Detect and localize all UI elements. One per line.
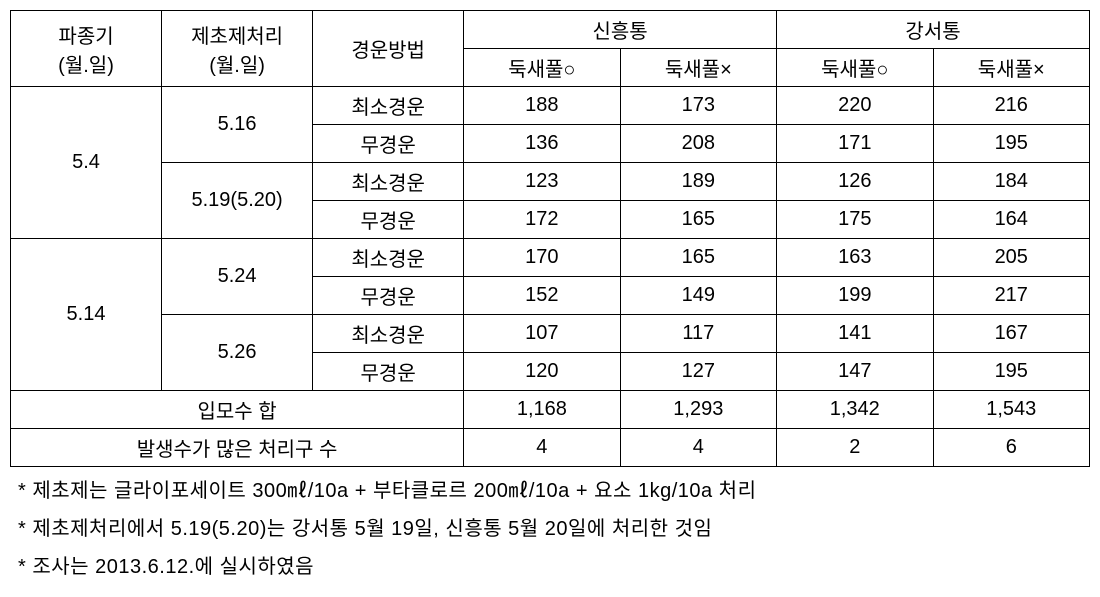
value-cell: 117: [620, 315, 776, 353]
value-cell: 127: [620, 353, 776, 391]
treatment-cell: 5.19(5.20): [162, 163, 313, 239]
value-cell: 165: [620, 239, 776, 277]
value-cell: 136: [464, 125, 620, 163]
value-cell: 149: [620, 277, 776, 315]
value-cell: 126: [777, 163, 933, 201]
value-cell: 175: [777, 201, 933, 239]
footnote-1: * 제초제는 글라이포세이트 300㎖/10a + 부타클로르 200㎖/10a…: [18, 473, 1090, 509]
value-cell: 172: [464, 201, 620, 239]
table-row: 5.19(5.20) 최소경운 123 189 126 184: [11, 163, 1090, 201]
method-cell: 무경운: [313, 353, 464, 391]
header-sowing-line2: (월.일): [58, 55, 114, 77]
value-cell: 216: [933, 87, 1090, 125]
value-cell: 152: [464, 277, 620, 315]
summary-label: 발생수가 많은 처리구 수: [11, 429, 464, 467]
header-sowing-line1: 파종기: [58, 26, 113, 48]
value-cell: 173: [620, 87, 776, 125]
value-cell: 199: [777, 277, 933, 315]
table-row: 5.14 5.24 최소경운 170 165 163 205: [11, 239, 1090, 277]
header-group2: 강서통: [777, 11, 1090, 49]
data-table: 파종기 (월.일) 제초제처리 (월.일) 경운방법 신흥통 강서통 둑새풀○ …: [10, 10, 1090, 467]
value-cell: 171: [777, 125, 933, 163]
treatment-cell: 5.26: [162, 315, 313, 391]
value-cell: 208: [620, 125, 776, 163]
value-cell: 120: [464, 353, 620, 391]
header-sub2: 둑새풀×: [620, 49, 776, 87]
summary-value: 4: [464, 429, 620, 467]
footnote-3: * 조사는 2013.6.12.에 실시하였음: [18, 549, 1090, 585]
value-cell: 217: [933, 277, 1090, 315]
summary-value: 2: [777, 429, 933, 467]
value-cell: 165: [620, 201, 776, 239]
header-sub3: 둑새풀○: [777, 49, 933, 87]
value-cell: 147: [777, 353, 933, 391]
summary-value: 6: [933, 429, 1090, 467]
value-cell: 141: [777, 315, 933, 353]
method-cell: 최소경운: [313, 315, 464, 353]
value-cell: 163: [777, 239, 933, 277]
value-cell: 189: [620, 163, 776, 201]
method-cell: 최소경운: [313, 163, 464, 201]
value-cell: 220: [777, 87, 933, 125]
table-row: 5.26 최소경운 107 117 141 167: [11, 315, 1090, 353]
header-treatment-line1: 제초제처리: [191, 26, 283, 48]
header-treatment-line2: (월.일): [209, 55, 265, 77]
method-cell: 무경운: [313, 201, 464, 239]
header-sub1: 둑새풀○: [464, 49, 620, 87]
header-sowing: 파종기 (월.일): [11, 11, 162, 87]
sowing-cell: 5.4: [11, 87, 162, 239]
header-method: 경운방법: [313, 11, 464, 87]
value-cell: 188: [464, 87, 620, 125]
header-sub4: 둑새풀×: [933, 49, 1090, 87]
footnote-2: * 제초제처리에서 5.19(5.20)는 강서통 5월 19일, 신흥통 5월…: [18, 511, 1090, 547]
summary-row: 발생수가 많은 처리구 수 4 4 2 6: [11, 429, 1090, 467]
value-cell: 184: [933, 163, 1090, 201]
method-cell: 최소경운: [313, 87, 464, 125]
method-cell: 최소경운: [313, 239, 464, 277]
summary-value: 4: [620, 429, 776, 467]
treatment-cell: 5.24: [162, 239, 313, 315]
value-cell: 195: [933, 353, 1090, 391]
summary-value: 1,293: [620, 391, 776, 429]
footnotes: * 제초제는 글라이포세이트 300㎖/10a + 부타클로르 200㎖/10a…: [10, 473, 1090, 585]
value-cell: 167: [933, 315, 1090, 353]
summary-row: 입모수 합 1,168 1,293 1,342 1,543: [11, 391, 1090, 429]
method-cell: 무경운: [313, 277, 464, 315]
value-cell: 195: [933, 125, 1090, 163]
header-group1: 신흥통: [464, 11, 777, 49]
summary-value: 1,543: [933, 391, 1090, 429]
header-treatment: 제초제처리 (월.일): [162, 11, 313, 87]
treatment-cell: 5.16: [162, 87, 313, 163]
header-row-1: 파종기 (월.일) 제초제처리 (월.일) 경운방법 신흥통 강서통: [11, 11, 1090, 49]
summary-value: 1,168: [464, 391, 620, 429]
sowing-cell: 5.14: [11, 239, 162, 391]
summary-value: 1,342: [777, 391, 933, 429]
value-cell: 205: [933, 239, 1090, 277]
value-cell: 164: [933, 201, 1090, 239]
value-cell: 123: [464, 163, 620, 201]
method-cell: 무경운: [313, 125, 464, 163]
table-row: 5.4 5.16 최소경운 188 173 220 216: [11, 87, 1090, 125]
summary-label: 입모수 합: [11, 391, 464, 429]
value-cell: 107: [464, 315, 620, 353]
value-cell: 170: [464, 239, 620, 277]
